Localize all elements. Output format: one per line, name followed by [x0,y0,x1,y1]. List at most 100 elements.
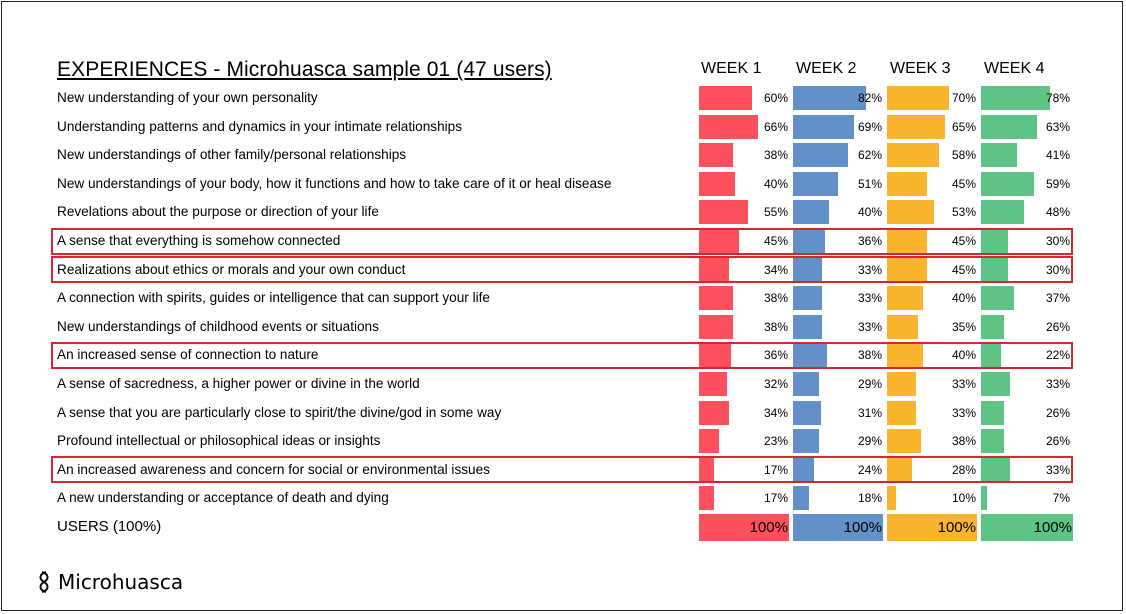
highlight-box [51,256,1073,284]
bar-week-1 [699,486,714,511]
bar-week-1 [699,400,729,425]
bar-week-4 [981,114,1037,139]
bar-week-1 [699,86,752,110]
value-label-week-3: 35% [951,319,976,334]
bar-week-2 [793,143,848,168]
bar-week-4 [981,229,1008,253]
users-total-bar-week-2 [793,514,883,541]
value-label-week-2: 36% [857,234,882,248]
value-label-week-1: 17% [763,491,788,506]
value-label-week-2: 82% [857,91,882,105]
value-label-week-3: 38% [951,434,976,449]
row-label: New understandings of other family/perso… [57,147,407,163]
bar-week-4 [981,400,1004,425]
value-label-week-1: 66% [763,119,788,134]
row-label: New understanding of your own personalit… [57,90,318,105]
bar-week-2 [793,372,819,396]
bar-week-3 [887,314,918,339]
bar-week-3 [887,114,945,139]
row-label: A sense of sacredness, a higher power or… [57,376,420,391]
bar-week-1 [699,286,733,311]
value-label-week-3: 33% [951,377,976,391]
value-label-week-4: 78% [1045,91,1070,105]
bar-week-2 [793,314,822,339]
value-label-week-3: 53% [951,205,976,220]
bar-week-3 [887,486,896,511]
bar-week-2 [793,171,838,196]
value-label-week-3: 65% [951,119,976,134]
bar-week-1 [699,143,733,168]
users-total-label-week-3: 100% [937,519,976,536]
week-2-header: WEEK 2 [796,60,857,77]
microhuasca-vine-icon [39,571,49,593]
value-label-week-2: 38% [857,348,882,363]
bar-week-3 [887,171,927,196]
bar-week-2 [793,114,854,139]
value-label-week-2: 69% [857,119,882,134]
users-total-label-week-4: 100% [1033,519,1072,536]
bar-week-2 [793,429,819,454]
value-label-week-1: 23% [763,434,788,449]
value-label-week-3: 45% [951,262,976,277]
value-label-week-4: 33% [1045,377,1070,391]
brand-name: Microhuasca [58,570,184,594]
bar-week-3 [887,143,939,168]
bar-week-3 [887,429,921,454]
bar-week-4 [981,372,1010,396]
week-1-header: WEEK 1 [701,60,762,77]
row-label: An increased sense of connection to natu… [57,347,319,363]
value-label-week-2: 33% [857,319,882,334]
value-label-week-4: 41% [1045,148,1070,163]
value-label-week-4: 30% [1045,234,1070,248]
users-total-bar-week-3 [887,514,977,541]
value-label-week-2: 40% [857,205,882,220]
value-label-week-4: 26% [1045,434,1070,449]
highlight-box [51,341,1073,369]
bar-week-4 [981,86,1050,110]
users-total-label-week-1: 100% [749,519,788,536]
value-label-week-2: 62% [857,148,882,163]
value-label-week-1: 38% [763,291,788,306]
bar-week-3 [887,457,912,482]
row-label: A connection with spirits, guides or int… [57,290,490,306]
users-label: USERS (100%) [57,518,162,535]
bar-week-1 [699,343,731,368]
bar-week-4 [981,314,1004,339]
value-label-week-2: 33% [857,291,882,306]
value-label-week-2: 29% [857,434,882,449]
bar-week-2 [793,400,821,425]
users-total-bar-week-4 [981,514,1073,541]
bar-week-4 [981,171,1034,196]
row-label: New understandings of childhood events o… [57,318,379,334]
value-label-week-2: 33% [857,262,882,277]
value-label-week-4: 63% [1045,119,1070,134]
bar-week-3 [887,400,916,425]
value-label-week-4: 30% [1045,262,1070,277]
week-3-header: WEEK 3 [890,60,951,77]
row-label: A sense that everything is somehow conne… [57,233,341,248]
bar-week-2 [793,486,809,511]
bar-week-1 [699,114,758,139]
bar-week-2 [793,229,825,253]
value-label-week-1: 34% [763,262,788,277]
value-label-week-1: 40% [763,176,788,191]
row-label: Realizations about ethics or morals and … [57,261,406,277]
bar-week-4 [981,429,1004,454]
value-label-week-3: 58% [951,148,976,163]
bar-week-1 [699,171,735,196]
value-label-week-3: 10% [951,491,976,506]
bar-week-4 [981,457,1010,482]
value-label-week-3: 33% [951,405,976,420]
users-total-label-week-2: 100% [843,519,882,536]
bar-week-4 [981,200,1024,225]
value-label-week-1: 17% [763,462,788,477]
value-label-week-4: 26% [1045,405,1070,420]
bar-week-2 [793,86,866,110]
bar-week-4 [981,486,987,511]
bar-week-1 [699,457,714,482]
value-label-week-1: 32% [763,377,788,391]
value-label-week-4: 26% [1045,319,1070,334]
value-label-week-3: 40% [951,348,976,363]
brand-logo: Microhuasca [37,570,183,594]
bar-week-1 [699,257,729,282]
